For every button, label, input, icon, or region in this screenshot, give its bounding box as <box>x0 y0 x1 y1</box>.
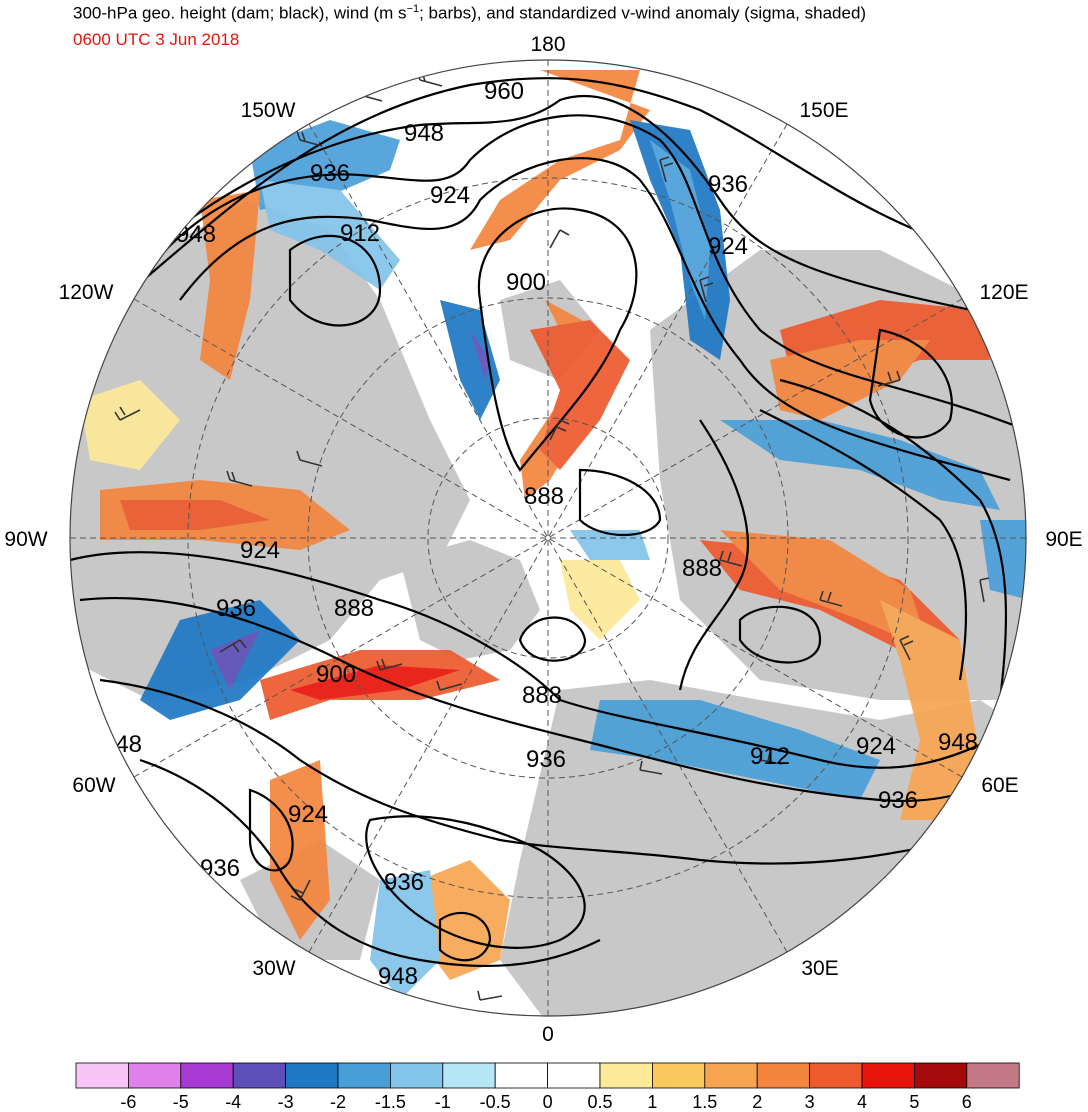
map-disk: 960 948 936 924 912 900 888 888 924 936 … <box>70 60 1026 1016</box>
lon-label-150e: 150E <box>799 99 848 122</box>
anomaly-shading <box>80 70 1026 1000</box>
contour-label: 924 <box>856 733 896 760</box>
colorbar-swatch <box>127 1062 182 1089</box>
longitude-labels: 180 150E 120E 90E 60E 30E 0 30W 60W 90W … <box>4 33 1082 1046</box>
lon-label-60w: 60W <box>72 774 115 797</box>
colorbar-swatch <box>914 1062 968 1089</box>
colorbar-tick-label: 2 <box>752 1092 762 1112</box>
colorbar-tick-label: 4 <box>857 1092 867 1112</box>
colorbar-tick-label: 1.5 <box>692 1092 717 1112</box>
contour-label: 924 <box>430 182 470 209</box>
land-masses <box>70 200 1026 1016</box>
contour-label: 888 <box>524 483 564 510</box>
lon-label-180: 180 <box>530 33 565 56</box>
lon-label-30e: 30E <box>801 957 838 980</box>
map-title: 300-hPa geo. height (dam; black), wind (… <box>73 3 867 23</box>
contour-label: 912 <box>340 220 380 247</box>
contour-label: 948 <box>404 120 444 147</box>
colorbar-swatch <box>232 1062 286 1089</box>
contour-label: 936 <box>310 160 350 187</box>
lon-label-150w: 150W <box>241 99 296 122</box>
lon-label-90w: 90W <box>4 528 47 551</box>
colorbar-tick-label: -2 <box>330 1092 346 1112</box>
contour-label: 924 <box>288 801 328 828</box>
contour-label: 948 <box>938 729 978 756</box>
colorbar-swatch <box>756 1062 811 1089</box>
colorbar-tick-label: 1 <box>647 1092 657 1112</box>
contour-label: 936 <box>526 746 566 773</box>
colorbar-swatch <box>809 1062 863 1089</box>
colorbar-tick-label: 0.5 <box>587 1092 612 1112</box>
colorbar-swatch <box>599 1062 653 1089</box>
lon-label-60e: 60E <box>981 774 1018 797</box>
contour-label: 888 <box>334 595 374 622</box>
contour-label: 912 <box>750 743 790 770</box>
colorbar-tick-label: -1.5 <box>375 1092 406 1112</box>
colorbar-tick-label: -6 <box>120 1092 136 1112</box>
colorbar-swatch <box>704 1062 758 1089</box>
colorbar-tick-label: -3 <box>278 1092 294 1112</box>
contour-label: 888 <box>522 682 562 709</box>
colorbar-tick-label: -0.5 <box>480 1092 511 1112</box>
contour-label: 924 <box>708 233 748 260</box>
colorbar-swatch <box>652 1062 706 1089</box>
contour-label: 936 <box>878 787 918 814</box>
colorbar-swatch <box>547 1062 601 1089</box>
contour-label: 936 <box>200 855 240 882</box>
colorbar-swatch <box>75 1062 129 1089</box>
contour-label: 924 <box>240 537 280 564</box>
lon-label-0: 0 <box>542 1023 554 1046</box>
lon-label-30w: 30W <box>252 957 295 980</box>
contour-label: 888 <box>682 555 722 582</box>
contour-label: 900 <box>316 661 356 688</box>
valid-time: 0600 UTC 3 Jun 2018 <box>73 30 240 49</box>
colorbar-tick-label: -1 <box>435 1092 451 1112</box>
contour-label: 948 <box>378 963 418 990</box>
colorbar-swatch <box>389 1062 444 1089</box>
lon-label-120e: 120E <box>979 281 1028 304</box>
contour-label: 960 <box>484 78 524 105</box>
map-boundary <box>69 59 1027 1017</box>
contour-labels: 960 948 936 924 912 900 888 888 924 936 … <box>102 78 978 990</box>
contour-label: 948 <box>176 221 216 248</box>
contour-label: 936 <box>216 595 256 622</box>
colorbar-tick-label: 5 <box>909 1092 919 1112</box>
contour-label: 936 <box>384 869 424 896</box>
colorbar-swatch <box>180 1062 234 1089</box>
colorbar-tick-label: 0 <box>543 1092 553 1112</box>
colorbar-tick-label: -4 <box>225 1092 241 1112</box>
colorbar-tick-label: -5 <box>173 1092 189 1112</box>
colorbar-swatch <box>861 1062 915 1089</box>
colorbar-swatch <box>285 1062 339 1089</box>
colorbar-swatch <box>966 1062 1020 1089</box>
colorbar-swatch <box>494 1062 549 1089</box>
colorbar-tick-label: 3 <box>805 1092 815 1112</box>
colorbar-tick-label: 6 <box>962 1092 972 1112</box>
colorbar: -6 -5 -4 -3 -2 -1.5 -1 -0.5 0 0.5 1 1.5 2 3 4 5 6 <box>75 1062 1020 1112</box>
colorbar-swatch <box>337 1062 391 1089</box>
lon-label-120w: 120W <box>59 281 114 304</box>
contour-label: 900 <box>506 269 546 296</box>
graticule <box>70 60 1026 1016</box>
lon-label-90e: 90E <box>1045 528 1082 551</box>
height-contours <box>70 77 1026 968</box>
colorbar-swatch <box>442 1062 496 1089</box>
contour-label: 936 <box>708 171 748 198</box>
